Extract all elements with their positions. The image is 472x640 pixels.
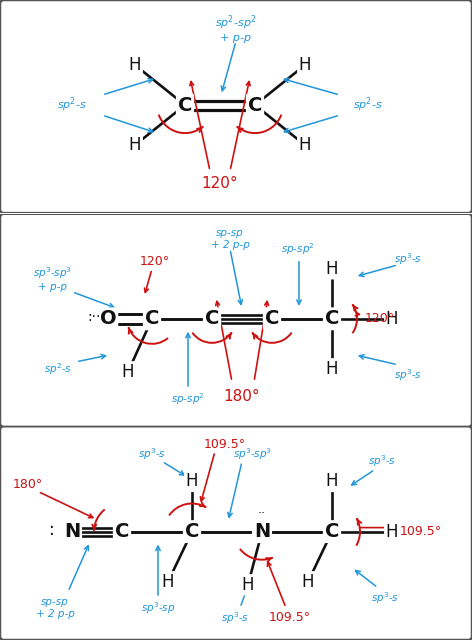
Text: sp$^3$-s: sp$^3$-s	[368, 454, 396, 469]
Text: N: N	[254, 522, 270, 541]
FancyBboxPatch shape	[0, 0, 472, 213]
Text: H: H	[326, 472, 338, 490]
Text: sp$^2$-sp$^2$
+ p-p: sp$^2$-sp$^2$ + p-p	[215, 13, 257, 43]
Text: sp-sp
+ 2 p-p: sp-sp + 2 p-p	[211, 228, 249, 250]
Text: :: :	[49, 520, 55, 539]
Text: sp-sp
+ 2 p-p: sp-sp + 2 p-p	[35, 597, 75, 619]
Text: ··: ··	[258, 507, 266, 520]
Text: C: C	[185, 522, 199, 541]
Text: O: O	[100, 309, 116, 328]
Text: sp$^3$-s: sp$^3$-s	[221, 610, 249, 626]
Text: H: H	[326, 260, 338, 278]
Text: 180°: 180°	[13, 478, 43, 491]
Text: 109.5°: 109.5°	[269, 611, 311, 625]
Text: H: H	[302, 573, 314, 591]
Text: H: H	[129, 136, 141, 154]
Text: C: C	[325, 309, 339, 328]
Text: C: C	[178, 95, 192, 115]
Text: sp$^3$-sp$^3$: sp$^3$-sp$^3$	[233, 447, 271, 462]
Text: C: C	[205, 309, 219, 328]
Text: sp$^3$-sp: sp$^3$-sp	[141, 600, 175, 616]
Text: H: H	[386, 523, 398, 541]
Text: sp-sp$^2$: sp-sp$^2$	[281, 241, 315, 257]
Text: sp$^3$-s: sp$^3$-s	[138, 447, 166, 462]
Text: H: H	[122, 363, 134, 381]
Text: 120°: 120°	[140, 255, 170, 268]
Text: sp$^3$-s: sp$^3$-s	[394, 251, 422, 267]
Text: H: H	[299, 136, 311, 154]
Text: sp$^3$-s: sp$^3$-s	[394, 367, 422, 383]
Text: sp$^3$-sp$^3$
+ p-p: sp$^3$-sp$^3$ + p-p	[33, 265, 71, 292]
Text: H: H	[162, 573, 174, 591]
Text: C: C	[265, 309, 279, 328]
Text: 120°: 120°	[202, 175, 238, 191]
Text: C: C	[115, 522, 129, 541]
Text: C: C	[325, 522, 339, 541]
Text: H: H	[242, 576, 254, 594]
Text: H: H	[186, 472, 198, 490]
Text: H: H	[386, 310, 398, 328]
Text: sp$^2$-s: sp$^2$-s	[57, 96, 87, 115]
Text: N: N	[64, 522, 80, 541]
Text: H: H	[326, 360, 338, 378]
FancyBboxPatch shape	[0, 426, 472, 640]
Text: sp-sp$^2$: sp-sp$^2$	[171, 391, 205, 407]
Text: H: H	[129, 56, 141, 74]
Text: sp$^3$-s: sp$^3$-s	[371, 590, 399, 605]
Text: 180°: 180°	[224, 389, 261, 404]
Text: sp$^2$-s: sp$^2$-s	[353, 96, 383, 115]
Text: C: C	[145, 309, 159, 328]
Text: C: C	[248, 95, 262, 115]
Text: 109.5°: 109.5°	[204, 438, 246, 451]
FancyBboxPatch shape	[0, 214, 472, 427]
Text: 120°: 120°	[365, 312, 395, 325]
Text: 109.5°: 109.5°	[400, 525, 442, 538]
Text: sp$^2$-s: sp$^2$-s	[44, 361, 72, 377]
Text: H: H	[299, 56, 311, 74]
Text: :··: :··	[87, 310, 101, 324]
